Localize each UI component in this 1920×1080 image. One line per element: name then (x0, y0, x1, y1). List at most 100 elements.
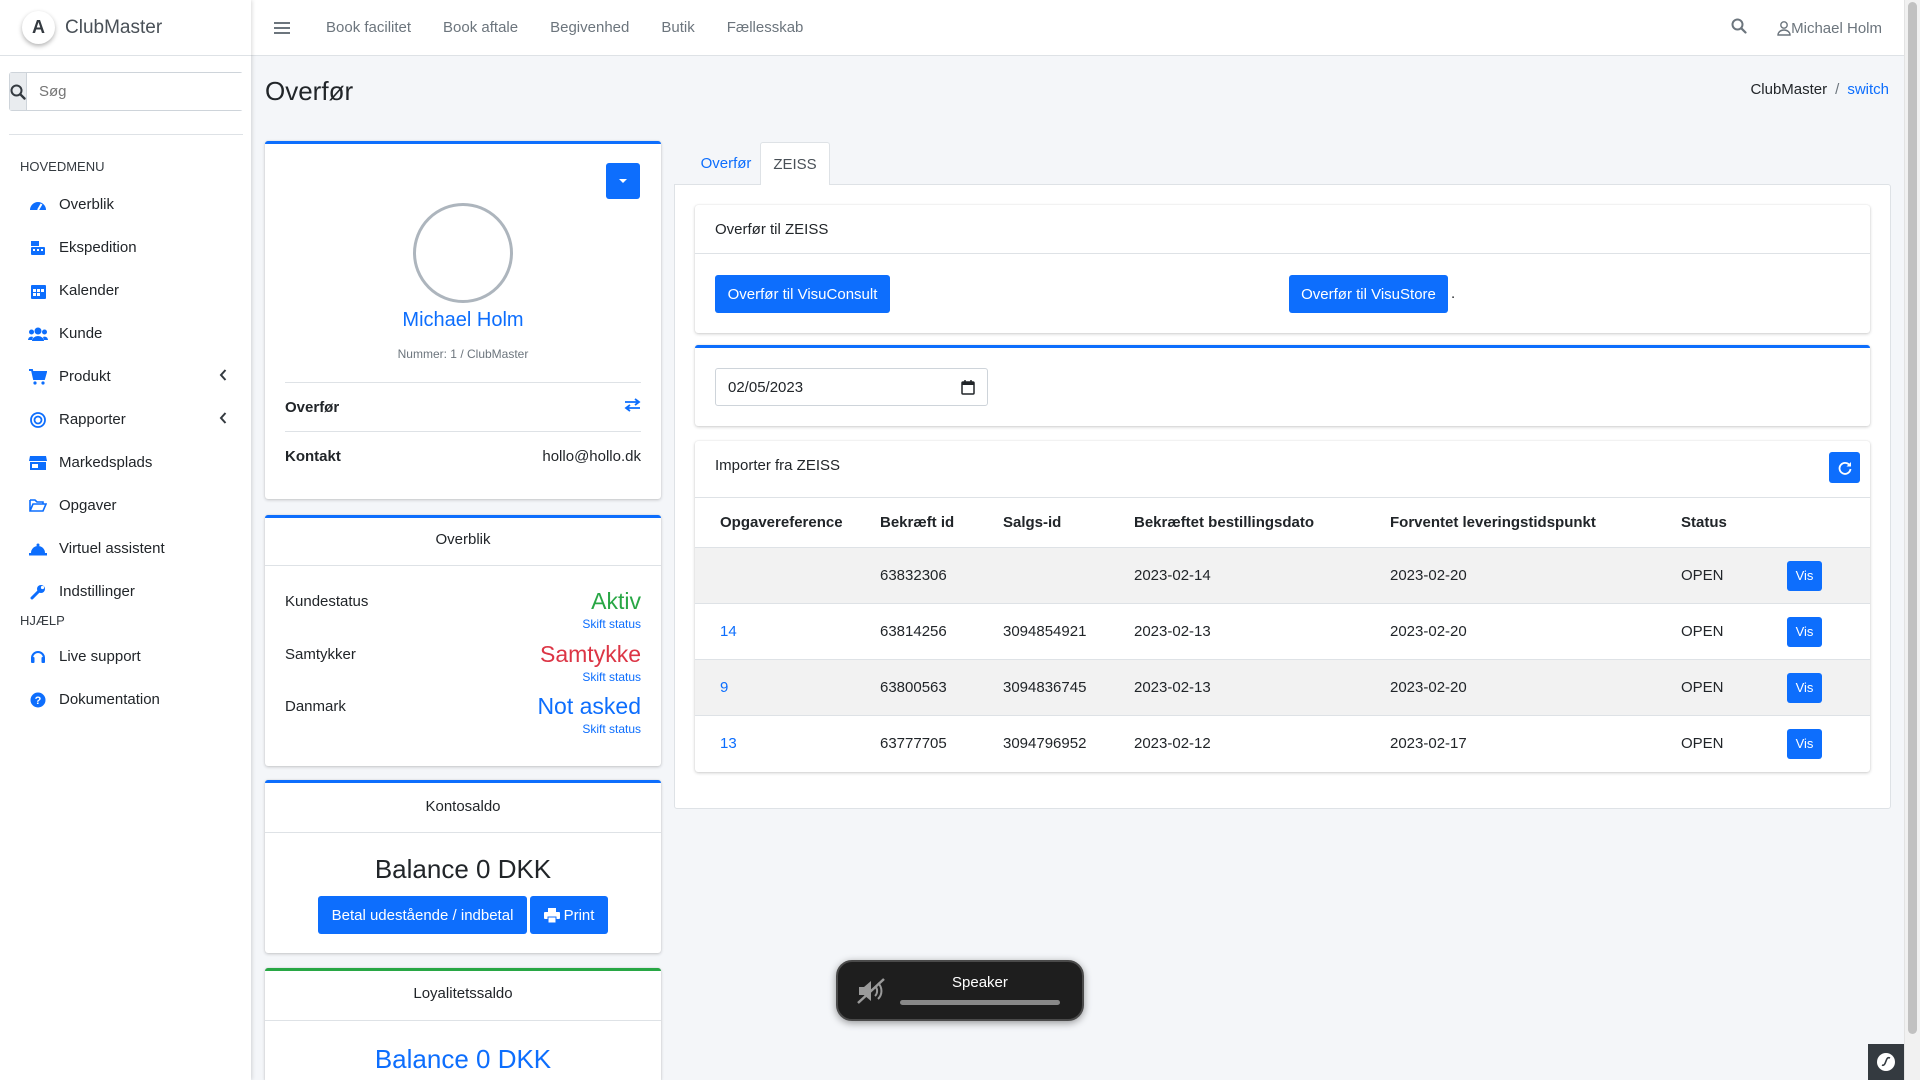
refresh-button[interactable] (1829, 452, 1860, 483)
status: OPEN (1681, 735, 1724, 753)
delivery-date: 2023-02-17 (1390, 735, 1467, 753)
account-balance-card: Kontosaldo Balance 0 DKK Betal udeståend… (265, 780, 661, 953)
delivery-date: 2023-02-20 (1390, 567, 1467, 584)
view-button[interactable]: Vis (1787, 616, 1822, 647)
user-menu[interactable]: Michael Holm (1777, 20, 1882, 37)
sidebar-item-kunde[interactable]: Kunde (0, 312, 251, 355)
sidebar-item-live-support[interactable]: Live support (0, 635, 251, 678)
sidebar-item-opgaver[interactable]: Opgaver (0, 484, 251, 527)
confirm-id: 63800563 (880, 679, 947, 696)
change-status-link[interactable]: Skift status (582, 670, 641, 684)
top-link-book-aftale[interactable]: Book aftale (443, 19, 519, 36)
column-header: Salgs-id (1003, 514, 1062, 531)
sidebar-item-overblik[interactable]: Overblik (0, 183, 251, 226)
chevron-left-icon (219, 411, 227, 427)
sidebar-item-rapporter[interactable]: Rapporter (0, 398, 251, 441)
transfer-card: Overfør til ZEISS Overfør til VisuConsul… (695, 205, 1870, 333)
scrollbar-thumb[interactable] (1908, 2, 1917, 1034)
sidebar-item-virtuel-assistent[interactable]: Virtuel assistent (0, 527, 251, 570)
tab-overfor[interactable]: Overfør (700, 155, 752, 172)
view-button[interactable]: Vis (1787, 672, 1822, 703)
table-header-row: Opgavereference Bekræft id Salgs-id Bekr… (695, 497, 1870, 548)
import-table: Opgavereference Bekræft id Salgs-id Bekr… (695, 497, 1870, 772)
cash-register-icon (27, 240, 49, 256)
topbar: Book facilitet Book aftale Begivenhed Bu… (251, 0, 1904, 56)
tab-zeiss[interactable]: ZEISS (760, 142, 830, 185)
task-reference-link[interactable]: 13 (720, 735, 737, 753)
speaker-muted-icon[interactable] (856, 978, 886, 1008)
task-reference-link[interactable]: 14 (720, 623, 737, 640)
loyalty-balance: Balance 0 DKK (374, 1044, 552, 1074)
pay-outstanding-button[interactable]: Betal udestående / indbetal (318, 896, 527, 934)
print-button[interactable]: Print (530, 896, 608, 934)
speaker-label: Speaker (952, 974, 1008, 991)
top-link-begivenhed[interactable]: Begivenhed (550, 19, 630, 36)
hamburger-menu-icon[interactable] (274, 19, 290, 37)
transfer-card-title: Overfør til ZEISS (695, 205, 1870, 254)
loyalty-card: Loyalitetssaldo Balance 0 DKK (265, 968, 661, 1080)
profile-row-contact: Kontakt hollo@hollo.dk (285, 431, 641, 480)
svg-text:?: ? (35, 695, 42, 707)
caret-down-icon (619, 179, 627, 183)
profile-dropdown-button[interactable] (606, 163, 640, 199)
symfony-toolbar-icon[interactable] (1868, 1044, 1904, 1080)
sidebar-item-ekspedition[interactable]: Ekspedition (0, 226, 251, 269)
headset-icon (27, 649, 49, 665)
task-reference-link[interactable]: 9 (720, 679, 729, 696)
nav-header-help: HJÆLP (20, 613, 65, 628)
status-value: Aktiv (591, 588, 641, 614)
top-link-book-facilitet[interactable]: Book facilitet (326, 19, 412, 36)
change-status-link[interactable]: Skift status (582, 722, 641, 736)
chevron-left-icon (219, 368, 227, 384)
sidebar-item-label: Produkt (59, 368, 111, 385)
status-label: Kundestatus (285, 593, 369, 610)
task-reference-link[interactable] (695, 548, 880, 604)
transfer-visustore-button[interactable]: Overfør til VisuStore (1289, 275, 1448, 313)
breadcrumb-current[interactable]: switch (1847, 81, 1889, 98)
loyalty-card-title: Loyalitetssaldo (265, 971, 661, 1021)
date-input[interactable]: 02/05/2023 (715, 368, 988, 406)
column-header: Forventet leveringstidspunkt (1390, 514, 1596, 531)
search-input[interactable] (27, 73, 250, 110)
change-status-link[interactable]: Skift status (582, 617, 641, 631)
profile-name[interactable]: Michael Holm (402, 309, 524, 331)
table-row: 14 63814256 3094854921 2023-02-13 2023-0… (695, 603, 1870, 660)
column-header (1787, 498, 1870, 548)
sidebar-item-kalender[interactable]: Kalender (0, 269, 251, 312)
sidebar-item-label: Opgaver (59, 497, 117, 514)
top-link-butik[interactable]: Butik (661, 19, 695, 36)
sidebar-item-label: Kunde (59, 325, 103, 342)
speaker-volume-bar[interactable] (900, 1000, 1060, 1005)
search-button[interactable] (10, 73, 27, 110)
speaker-widget[interactable]: Speaker (836, 960, 1084, 1021)
tab-pane-zeiss: Overfør til ZEISS Overfør til VisuConsul… (674, 184, 1891, 809)
transfer-trailing-text: . (1451, 285, 1456, 302)
view-button[interactable]: Vis (1787, 728, 1822, 759)
question-circle-icon: ? (27, 692, 49, 708)
confirm-id: 63814256 (880, 623, 947, 640)
sidebar-item-indstillinger[interactable]: Indstillinger (0, 570, 251, 613)
sidebar-item-dokumentation[interactable]: ? Dokumentation (0, 678, 251, 721)
sales-id: 3094854921 (1003, 623, 1087, 640)
sidebar-item-produkt[interactable]: Produkt (0, 355, 251, 398)
table-row: 63832306 2023-02-14 2023-02-20 OPEN Vis (695, 547, 1870, 604)
page-scrollbar[interactable] (1904, 0, 1920, 1080)
order-date: 2023-02-12 (1134, 735, 1211, 753)
brand[interactable]: A ClubMaster (0, 0, 251, 56)
sidebar-item-label: Kalender (59, 282, 120, 299)
profile-row-transfer[interactable]: Overfør (285, 382, 641, 431)
column-header: Opgavereference (720, 514, 843, 531)
exchange-icon[interactable] (624, 398, 641, 416)
calendar-icon[interactable] (961, 379, 975, 395)
top-link-faellesskab[interactable]: Fællesskab (726, 19, 804, 36)
breadcrumb-home[interactable]: ClubMaster (1750, 81, 1828, 98)
overview-card: Overblik Kundestatus Aktiv Skift status … (265, 515, 661, 766)
sidebar-item-markedsplads[interactable]: Markedsplads (0, 441, 251, 484)
status-value: Samtykke (540, 641, 641, 667)
sidebar: A ClubMaster HOVEDMENU Overblik Ekspedit… (0, 0, 251, 1080)
date-value: 02/05/2023 (728, 378, 804, 396)
transfer-visuconsult-button[interactable]: Overfør til VisuConsult (715, 275, 890, 313)
view-button[interactable]: Vis (1787, 560, 1822, 591)
search-icon[interactable] (1731, 18, 1747, 38)
status-label: Danmark (285, 698, 346, 715)
